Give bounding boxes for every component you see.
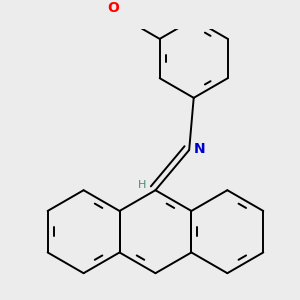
Text: H: H — [138, 180, 146, 190]
Text: O: O — [107, 1, 119, 15]
Text: N: N — [194, 142, 205, 156]
